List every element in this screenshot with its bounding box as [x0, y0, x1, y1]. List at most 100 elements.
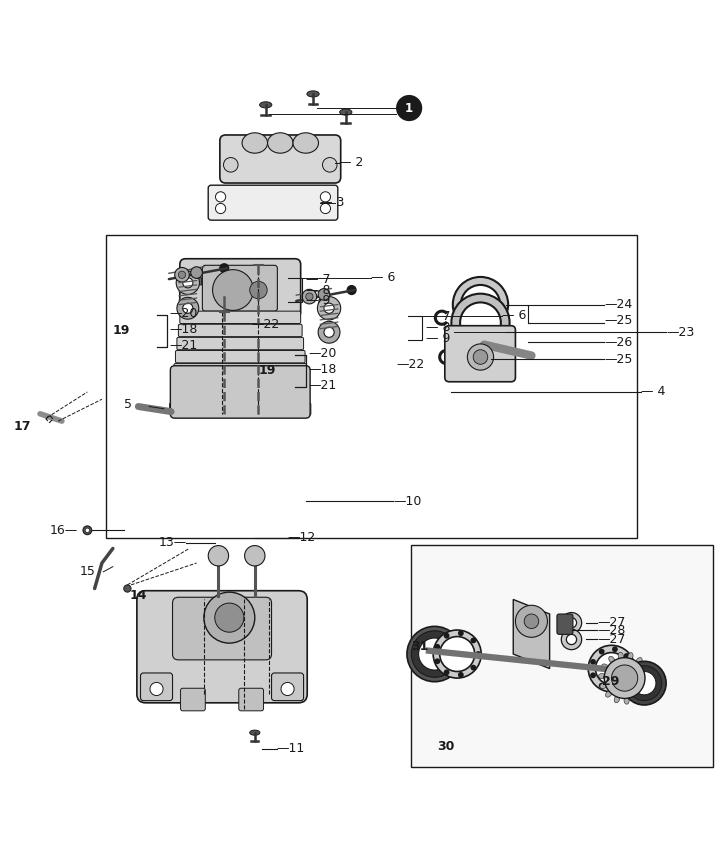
Circle shape	[435, 658, 440, 664]
Text: 1: 1	[405, 102, 414, 115]
Circle shape	[561, 629, 582, 650]
Text: —11: —11	[277, 742, 305, 755]
Text: —25: —25	[604, 353, 633, 365]
Circle shape	[598, 649, 604, 655]
Circle shape	[628, 665, 634, 671]
Circle shape	[566, 634, 577, 645]
Circle shape	[323, 157, 337, 172]
Circle shape	[175, 268, 189, 282]
Circle shape	[590, 672, 596, 678]
FancyBboxPatch shape	[202, 265, 277, 311]
Text: —18: —18	[308, 363, 336, 376]
Text: 15: 15	[80, 565, 96, 578]
Text: — 9: — 9	[306, 295, 330, 308]
Circle shape	[470, 664, 476, 670]
Text: —24: —24	[604, 298, 633, 311]
Ellipse shape	[636, 658, 642, 664]
Text: —22: —22	[397, 358, 425, 371]
Circle shape	[612, 665, 638, 691]
Circle shape	[215, 203, 226, 213]
Bar	[106, 235, 637, 537]
Circle shape	[414, 633, 455, 675]
Text: —10: —10	[393, 495, 422, 508]
FancyBboxPatch shape	[178, 324, 302, 337]
FancyBboxPatch shape	[181, 689, 205, 711]
Circle shape	[588, 645, 635, 692]
Circle shape	[85, 528, 90, 532]
Text: — 3: — 3	[320, 196, 344, 209]
Circle shape	[213, 270, 253, 310]
Circle shape	[150, 683, 163, 696]
FancyBboxPatch shape	[141, 673, 173, 701]
Text: 17: 17	[13, 420, 31, 433]
Circle shape	[515, 606, 547, 638]
Ellipse shape	[600, 683, 607, 689]
Text: — 9: — 9	[426, 333, 450, 346]
Ellipse shape	[644, 679, 650, 684]
Text: 29: 29	[602, 675, 620, 689]
Circle shape	[215, 603, 244, 632]
Circle shape	[461, 285, 500, 324]
FancyBboxPatch shape	[171, 390, 309, 402]
Ellipse shape	[609, 657, 614, 663]
FancyBboxPatch shape	[319, 300, 329, 307]
Ellipse shape	[633, 694, 638, 701]
FancyBboxPatch shape	[557, 614, 573, 634]
FancyBboxPatch shape	[170, 365, 310, 418]
Text: —23: —23	[666, 326, 695, 339]
FancyBboxPatch shape	[191, 277, 202, 285]
Text: — 8: — 8	[306, 283, 331, 296]
Text: — 7: — 7	[306, 273, 331, 286]
Circle shape	[473, 350, 488, 365]
Text: 14: 14	[130, 589, 147, 602]
Ellipse shape	[242, 133, 268, 153]
Circle shape	[347, 285, 357, 295]
FancyBboxPatch shape	[220, 135, 341, 183]
Circle shape	[183, 303, 193, 314]
Text: —18: —18	[170, 323, 198, 336]
FancyBboxPatch shape	[170, 403, 311, 416]
FancyBboxPatch shape	[239, 689, 264, 711]
Text: —26: —26	[604, 336, 633, 349]
Circle shape	[302, 289, 317, 304]
Ellipse shape	[618, 652, 623, 659]
Circle shape	[191, 267, 202, 278]
Circle shape	[524, 614, 539, 628]
Circle shape	[624, 678, 630, 684]
Circle shape	[622, 661, 666, 705]
Text: —21: —21	[170, 339, 198, 352]
Text: —27: —27	[597, 633, 625, 646]
Ellipse shape	[307, 91, 319, 97]
Text: —25: —25	[604, 314, 633, 327]
Circle shape	[630, 669, 659, 698]
Ellipse shape	[268, 133, 293, 153]
Circle shape	[324, 303, 334, 314]
Circle shape	[475, 651, 481, 657]
Text: — 7: — 7	[426, 310, 451, 323]
Circle shape	[633, 671, 656, 695]
Ellipse shape	[641, 666, 649, 671]
Circle shape	[419, 638, 451, 670]
Text: 5: 5	[124, 397, 132, 411]
Text: —20: —20	[308, 346, 336, 360]
Circle shape	[204, 592, 255, 643]
Circle shape	[460, 302, 501, 343]
Bar	[411, 545, 713, 767]
Circle shape	[183, 277, 193, 288]
Circle shape	[223, 157, 238, 172]
Circle shape	[177, 297, 199, 319]
Circle shape	[566, 618, 577, 628]
Circle shape	[596, 652, 628, 684]
Polygon shape	[513, 600, 550, 669]
Circle shape	[83, 526, 92, 535]
Circle shape	[324, 327, 334, 337]
Text: 16—: 16—	[50, 524, 78, 537]
Text: — 8: — 8	[426, 321, 451, 334]
Circle shape	[444, 632, 450, 638]
FancyBboxPatch shape	[272, 673, 304, 701]
Circle shape	[458, 631, 464, 636]
FancyBboxPatch shape	[137, 591, 307, 702]
Circle shape	[458, 672, 464, 677]
Ellipse shape	[614, 696, 620, 702]
Text: — 6: — 6	[502, 309, 526, 322]
